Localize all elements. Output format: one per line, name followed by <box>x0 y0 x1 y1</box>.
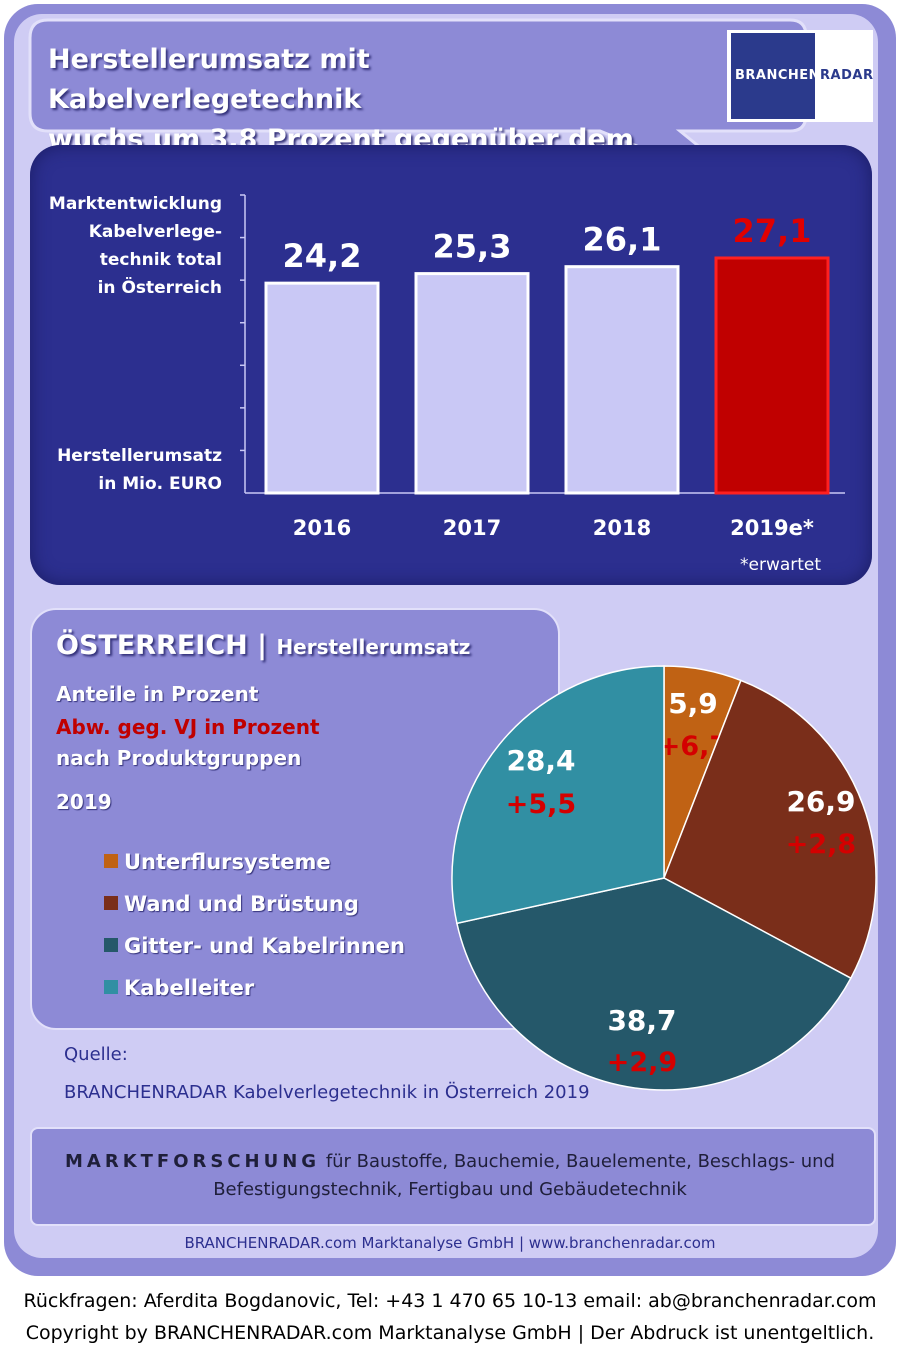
y-label-line: technik total <box>99 250 222 270</box>
pie-title: ÖSTERREICH | Herstellerumsatz <box>56 630 470 661</box>
y-axis-label-top: Marktentwicklung Kabelverlege- technik t… <box>49 190 222 302</box>
pie-title-separator: | <box>257 630 268 661</box>
x-tick-label: 2019e* <box>730 516 814 540</box>
legend-item: Wand und Brüstung <box>104 892 359 916</box>
x-tick-label: 2017 <box>443 516 501 540</box>
pie-change-label: +5,5 <box>506 789 576 820</box>
logo-text-radar: RADAR <box>820 68 874 83</box>
bar-value-label: 27,1 <box>733 212 812 250</box>
x-tick-label: 2016 <box>293 516 351 540</box>
marktforschung-rest: für Baustoffe, Bauchemie, Bauelemente, B… <box>320 1151 835 1172</box>
pie-slice-2 <box>663 679 877 980</box>
marktforschung-box <box>30 1127 876 1226</box>
bar-value-label: 25,3 <box>433 228 512 266</box>
pie-line-change: Abw. geg. VJ in Prozent <box>56 715 320 739</box>
pie-change-label: +2,8 <box>786 829 856 860</box>
marktforschung-line-1: MARKTFORSCHUNG für Baustoffe, Bauchemie,… <box>60 1148 840 1176</box>
legend-item: Unterflursysteme <box>104 850 331 874</box>
logo-box <box>731 33 815 119</box>
marktforschung-text: MARKTFORSCHUNG für Baustoffe, Bauchemie,… <box>60 1148 840 1204</box>
legend-swatch <box>104 980 118 994</box>
pie-slice-4 <box>451 665 665 925</box>
pie-title-country: ÖSTERREICH <box>56 630 248 661</box>
bar-2018 <box>564 265 680 495</box>
source-text: BRANCHENRADAR Kabelverlegetechnik in Öst… <box>64 1082 590 1103</box>
legend-item: Gitter- und Kabelrinnen <box>104 934 405 958</box>
pie-value-label: 26,9 <box>786 785 855 818</box>
legend-label: Unterflursysteme <box>124 850 331 874</box>
logo-text: BRANCHENRADAR <box>735 68 873 83</box>
legend-label: Gitter- und Kabelrinnen <box>124 934 405 958</box>
pie-title-subtitle: Herstellerumsatz <box>276 635 471 659</box>
y-label-line: Herstellerumsatz <box>57 446 222 466</box>
bar-value-label: 24,2 <box>283 237 362 275</box>
bar-value-label: 26,1 <box>583 221 662 259</box>
y-label-line: Kabelverlege- <box>88 222 222 242</box>
bar-2016 <box>264 281 380 495</box>
legend-item: Kabelleiter <box>104 976 254 1000</box>
marktforschung-strong: MARKTFORSCHUNG <box>65 1151 321 1172</box>
legend-swatch <box>104 854 118 868</box>
pie-line-groups: nach Produktgruppen <box>56 746 302 770</box>
footnote: *erwartet <box>740 555 822 575</box>
branchenradar-logo: BRANCHENRADAR <box>727 30 873 122</box>
y-label-line: Marktentwicklung <box>48 194 222 214</box>
pie-value-label: 38,7 <box>607 1004 676 1037</box>
marktforschung-line-2: Befestigungstechnik, Fertigbau und Gebäu… <box>213 1179 687 1200</box>
bar-2019e* <box>714 256 830 495</box>
legend-swatch <box>104 896 118 910</box>
bar-2017 <box>414 272 530 495</box>
logo-text-branchen: BRANCHEN <box>735 68 821 83</box>
legend-label: Wand und Brüstung <box>124 892 359 916</box>
copyright-line: Copyright by BRANCHENRADAR.com Marktanal… <box>25 1322 875 1344</box>
source-label: Quelle: <box>64 1044 128 1065</box>
site-line: BRANCHENRADAR.com Marktanalyse GmbH | ww… <box>184 1234 716 1252</box>
headline-line-1: Herstellerumsatz mit Kabelverlegetechnik <box>48 44 370 115</box>
pie-value-label: 28,4 <box>506 744 575 777</box>
pie-change-label: +2,9 <box>607 1047 677 1078</box>
legend-swatch <box>104 938 118 952</box>
bar-chart: 24,2 2016 25,3 2017 26,1 2018 27,1 2019e* <box>240 194 845 540</box>
y-label-line: in Mio. EURO <box>98 474 222 494</box>
pie-year: 2019 <box>56 790 112 814</box>
pie-slice-3 <box>456 877 852 1091</box>
y-label-line: in Österreich <box>97 278 222 298</box>
y-axis-label-bottom: Herstellerumsatz in Mio. EURO <box>57 442 222 498</box>
contact-line: Rückfragen: Aferdita Bogdanovic, Tel: +4… <box>23 1290 877 1312</box>
pie-line-shares: Anteile in Prozent <box>56 682 259 706</box>
legend-label: Kabelleiter <box>124 976 255 1000</box>
pie-value-label: 5,9 <box>668 687 718 720</box>
x-tick-label: 2018 <box>593 516 651 540</box>
